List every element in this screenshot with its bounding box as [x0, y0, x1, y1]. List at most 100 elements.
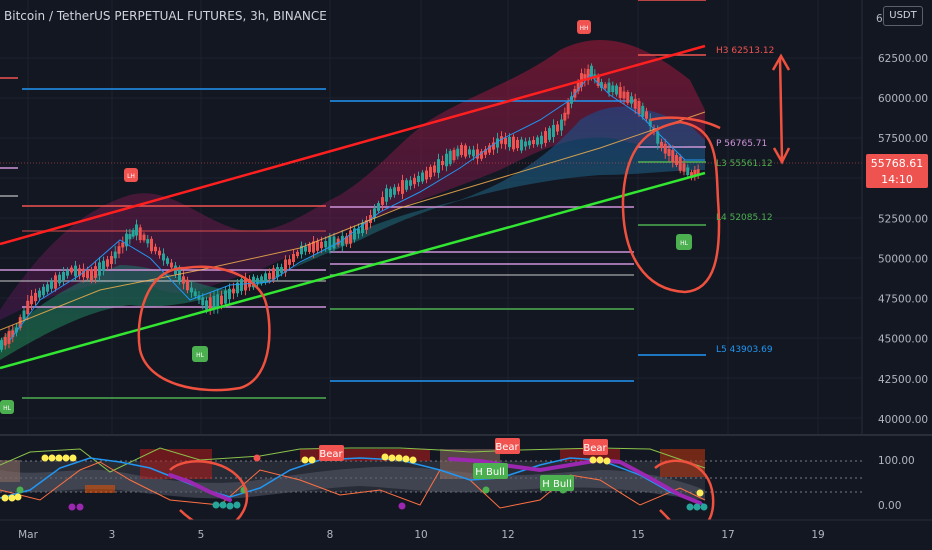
candle-body: [312, 241, 315, 253]
candle-body: [472, 149, 475, 157]
candle-body: [216, 294, 220, 309]
time-tick: 5: [198, 529, 205, 541]
candle-body: [3, 337, 7, 346]
osc-label-bear-3-text: Bear: [583, 443, 607, 454]
candle-body: [186, 279, 189, 291]
candle-body: [633, 98, 637, 109]
candle-body: [205, 300, 208, 310]
candle-body: [201, 297, 205, 306]
time-tick: 19: [811, 529, 824, 541]
candle-body: [349, 230, 352, 244]
candle-body: [46, 284, 49, 292]
candle-body: [82, 268, 85, 278]
candle-body: [492, 142, 495, 150]
candle-body: [532, 139, 535, 145]
candle-body: [536, 137, 539, 145]
candle-body: [66, 270, 69, 276]
price-tick: 57500.00: [878, 133, 928, 145]
candle-body: [58, 274, 61, 284]
candle-body: [660, 141, 663, 149]
pivot-label-l5: L5 43903.69: [716, 345, 773, 355]
candle-body: [117, 246, 121, 254]
candle-body: [663, 143, 667, 154]
candle-body: [690, 172, 693, 178]
time-tick: 12: [501, 529, 514, 541]
candle-body: [26, 300, 30, 315]
marker-lh-text: LH: [127, 173, 135, 180]
candle-body: [405, 180, 408, 190]
candle-body: [178, 269, 181, 281]
candle-body: [618, 86, 622, 99]
candle-body: [381, 197, 384, 205]
candle-body: [393, 187, 396, 195]
price-tick: 42500.00: [878, 374, 928, 386]
time-tick: 8: [327, 529, 334, 541]
candle-body: [110, 256, 113, 264]
candle-body: [154, 246, 157, 252]
candle-body: [556, 124, 559, 132]
candle-body: [224, 290, 227, 304]
marker-hh-text: HH: [579, 25, 588, 32]
candle-body: [480, 151, 483, 159]
osc-tick-0: 0.00: [878, 500, 901, 512]
candle-body: [190, 287, 193, 293]
oscillator-pane[interactable]: Bear Bear Bear H Bull H Bull 100.00 0.00: [0, 434, 932, 530]
candle-body: [611, 85, 615, 93]
candle-body: [264, 273, 267, 283]
upper-trend-line: [0, 44, 706, 246]
candle-body: [570, 96, 573, 104]
candle-body: [566, 102, 570, 115]
candle-body: [600, 82, 603, 88]
candle-body: [560, 119, 563, 131]
candle-body: [460, 145, 463, 155]
candle-body: [11, 330, 15, 338]
candle-body: [615, 85, 618, 95]
marker-hl-mid-text: HL: [196, 352, 205, 359]
candle-body: [645, 111, 648, 119]
candle-body: [128, 234, 132, 240]
candle-body: [389, 188, 392, 198]
osc-label-bear-1-text: Bear: [319, 449, 343, 460]
candle-body: [667, 149, 671, 156]
candle-body: [693, 169, 697, 177]
osc-cloud: [0, 466, 705, 500]
candle-body: [397, 186, 400, 192]
candle-body: [316, 241, 319, 251]
candle-body: [260, 276, 263, 284]
candle-body: [125, 233, 128, 247]
price-tick: 62500.00: [878, 53, 928, 65]
candle-body: [308, 244, 311, 252]
candle-body: [626, 91, 630, 104]
candle-body: [240, 279, 243, 291]
candle-body: [682, 163, 686, 172]
candle-body: [102, 260, 105, 272]
currency-button[interactable]: USDT: [883, 6, 923, 26]
candle-body: [476, 149, 479, 159]
candle-body: [516, 139, 519, 149]
candle-body: [656, 131, 660, 144]
candle-body: [138, 227, 142, 241]
price-tick: 60000.00: [878, 93, 928, 105]
price-axis[interactable]: 62500.0060000.0057500.0055000.0052500.00…: [861, 0, 932, 520]
candle-body: [332, 236, 336, 249]
candle-body: [464, 145, 467, 157]
price-tick: 47500.00: [878, 294, 928, 306]
marker-hl-left: HL: [0, 400, 14, 414]
candle-body: [544, 131, 547, 143]
time-tick: Mar: [18, 529, 38, 541]
time-axis[interactable]: Mar 3 5 8 10 12 15 17 19: [0, 519, 932, 550]
candle-body: [512, 136, 515, 150]
candle-body: [142, 234, 146, 241]
pivot-label-h3: H3 62513.12: [716, 46, 774, 56]
candle-body: [193, 291, 197, 297]
osc-axis: 100.00 0.00: [862, 436, 932, 520]
price-tick: 50000.00: [878, 254, 928, 266]
candle-body: [445, 153, 448, 167]
candle-body: [417, 175, 420, 183]
osc-label-hbull-1: H Bull: [473, 463, 508, 479]
pivot-label-p: P 56765.71: [716, 139, 767, 149]
candle-body: [94, 266, 97, 278]
candle-body: [409, 180, 412, 186]
chart-title: Bitcoin / TetherUS PERPETUAL FUTURES, 3h…: [4, 9, 327, 23]
